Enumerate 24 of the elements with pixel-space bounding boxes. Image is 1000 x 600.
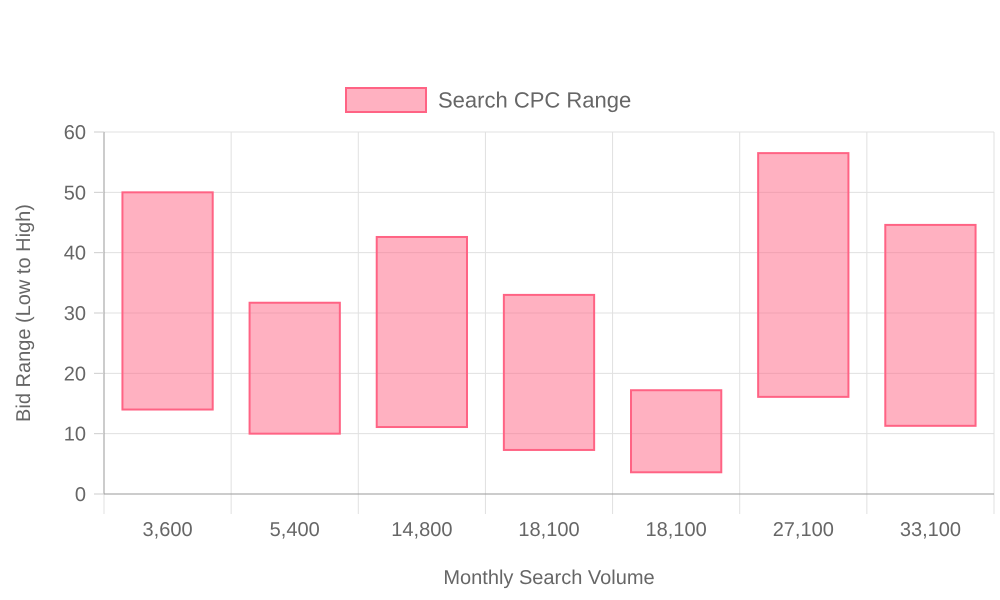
bar — [376, 236, 468, 428]
bar — [248, 302, 341, 435]
y-tick-label: 0 — [74, 484, 86, 506]
x-axis-title: Monthly Search Volume — [443, 567, 655, 589]
y-tick-label: 50 — [64, 182, 86, 204]
bar — [630, 389, 722, 474]
legend-label: Search CPC Range — [438, 88, 632, 113]
y-tick-label: 40 — [64, 242, 86, 265]
y-tick-label: 60 — [64, 122, 86, 144]
x-tick-label: 27,100 — [772, 519, 834, 541]
x-tick-label: 5,400 — [270, 519, 320, 541]
bar — [757, 152, 850, 398]
x-tick-label: 3,600 — [142, 519, 193, 541]
y-axis-title: Bid Range (Low to High) — [13, 204, 35, 422]
y-tick-label: 20 — [64, 363, 86, 386]
y-tick-label: 30 — [64, 303, 86, 325]
bar — [884, 224, 977, 427]
x-tick-label: 33,100 — [900, 519, 962, 541]
y-tick-label: 10 — [64, 424, 86, 446]
x-tick-label: 18,100 — [518, 519, 580, 541]
bar — [502, 294, 596, 451]
x-tick-label: 18,100 — [646, 519, 707, 541]
bar — [121, 191, 214, 411]
x-tick-label: 14,800 — [391, 519, 452, 541]
